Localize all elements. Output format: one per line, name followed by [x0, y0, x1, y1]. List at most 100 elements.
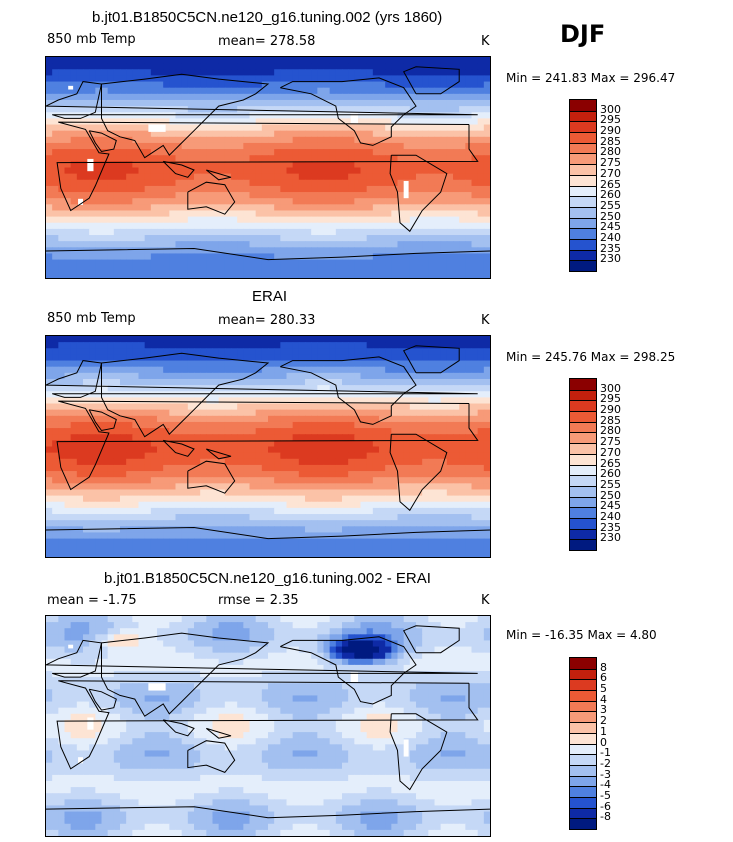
colorbar-swatch — [570, 443, 596, 454]
panel-2-colorbar — [569, 378, 597, 551]
colorbar-swatch — [570, 153, 596, 165]
colorbar-swatch — [570, 754, 596, 765]
panel-3-minmax: Min = -16.35 Max = 4.80 — [506, 628, 657, 642]
panel-2-title: ERAI — [252, 288, 288, 305]
colorbar-tick-label: 3 — [600, 703, 607, 717]
colorbar-swatch — [570, 400, 596, 412]
colorbar-tick-label: -5 — [600, 788, 611, 802]
colorbar-swatch — [570, 496, 596, 508]
colorbar-tick-label: 255 — [600, 477, 621, 491]
colorbar-swatch — [570, 164, 596, 175]
colorbar-tick-label: 245 — [600, 499, 621, 513]
colorbar-tick-label: -4 — [600, 778, 611, 792]
colorbar-swatch — [570, 507, 596, 518]
colorbar-tick-label: -8 — [600, 810, 611, 824]
colorbar-tick-label: -1 — [600, 746, 611, 760]
colorbar-tick-label: -2 — [600, 756, 611, 770]
colorbar-swatch — [570, 818, 596, 829]
colorbar-tick-label: 235 — [600, 241, 621, 255]
colorbar-swatch — [570, 453, 596, 465]
colorbar-swatch — [570, 142, 596, 154]
map-field — [46, 336, 490, 557]
panel-3-unit-label: K — [481, 593, 490, 608]
panel-2-minmax: Min = 245.76 Max = 298.25 — [506, 350, 676, 364]
panel-3-title: b.jt01.B1850C5CN.ne120_g16.tuning.002 - … — [104, 570, 431, 587]
colorbar-tick-label: -6 — [600, 799, 611, 813]
panel-1-map — [45, 56, 491, 279]
colorbar-tick-label: 245 — [600, 220, 621, 234]
colorbar-tick-label: 235 — [600, 520, 621, 534]
colorbar-swatch — [570, 539, 596, 550]
colorbar-tick-label: 0 — [600, 735, 607, 749]
colorbar-tick-label: 275 — [600, 156, 621, 170]
colorbar-tick-label: 265 — [600, 177, 621, 191]
panel-2-variable-label: 850 mb Temp — [47, 311, 136, 326]
colorbar-swatch — [570, 464, 596, 476]
season-label: DJF — [560, 20, 606, 48]
colorbar-swatch — [570, 485, 596, 497]
colorbar-tick-label: 285 — [600, 413, 621, 427]
panel-1-colorbar — [569, 99, 597, 272]
colorbar-swatch — [570, 743, 596, 755]
colorbar-swatch — [570, 421, 596, 433]
colorbar-tick-label: 5 — [600, 682, 607, 696]
colorbar-tick-label: 255 — [600, 198, 621, 212]
colorbar-tick-label: 265 — [600, 456, 621, 470]
colorbar-swatch — [570, 786, 596, 797]
colorbar-tick-label: 295 — [600, 392, 621, 406]
panel-3-colorbar — [569, 657, 597, 830]
panel-1-unit-label: K — [481, 34, 490, 49]
colorbar-swatch — [570, 206, 596, 218]
panel-2-mean-label: mean= 280.33 — [218, 313, 316, 328]
colorbar-swatch — [570, 389, 596, 401]
colorbar-swatch — [570, 807, 596, 819]
colorbar-tick-label: 240 — [600, 509, 621, 523]
colorbar-tick-label: 270 — [600, 166, 621, 180]
colorbar-swatch — [570, 528, 596, 540]
colorbar-swatch — [570, 775, 596, 787]
panel-3-mean-label: mean = -1.75 — [47, 593, 137, 608]
panel-1-title: b.jt01.B1850C5CN.ne120_g16.tuning.002 (y… — [92, 9, 443, 26]
colorbar-swatch — [570, 668, 596, 680]
colorbar-swatch — [570, 658, 596, 669]
panel-2-map — [45, 335, 491, 558]
colorbar-swatch — [570, 796, 596, 808]
colorbar-swatch — [570, 185, 596, 197]
colorbar-tick-label: 300 — [600, 381, 621, 395]
colorbar-swatch — [570, 475, 596, 486]
colorbar-swatch — [570, 110, 596, 122]
colorbar-tick-label: 285 — [600, 134, 621, 148]
colorbar-tick-label: 1 — [600, 724, 607, 738]
map-field — [46, 616, 490, 836]
panel-3-rmse-label: rmse = 2.35 — [218, 593, 299, 608]
colorbar-swatch — [570, 700, 596, 712]
colorbar-tick-label: 270 — [600, 445, 621, 459]
colorbar-swatch — [570, 121, 596, 133]
colorbar-tick-label: 8 — [600, 660, 607, 674]
panel-1-minmax: Min = 241.83 Max = 296.47 — [506, 71, 676, 85]
colorbar-swatch — [570, 217, 596, 229]
colorbar-tick-label: 4 — [600, 692, 607, 706]
colorbar-swatch — [570, 228, 596, 239]
colorbar-swatch — [570, 174, 596, 186]
colorbar-swatch — [570, 238, 596, 250]
colorbar-tick-label: 260 — [600, 467, 621, 481]
colorbar-swatch — [570, 517, 596, 529]
colorbar-tick-label: 230 — [600, 531, 621, 545]
panel-1-variable-label: 850 mb Temp — [47, 32, 136, 47]
colorbar-swatch — [570, 260, 596, 271]
colorbar-tick-label: 290 — [600, 403, 621, 417]
colorbar-tick-label: 2 — [600, 714, 607, 728]
colorbar-swatch — [570, 249, 596, 261]
colorbar-swatch — [570, 411, 596, 422]
colorbar-tick-label: 275 — [600, 435, 621, 449]
colorbar-swatch — [570, 132, 596, 143]
colorbar-swatch — [570, 432, 596, 444]
colorbar-swatch — [570, 764, 596, 776]
panel-3-map — [45, 615, 491, 837]
colorbar-swatch — [570, 379, 596, 390]
colorbar-tick-label: 240 — [600, 230, 621, 244]
colorbar-tick-label: -3 — [600, 767, 611, 781]
map-field — [46, 57, 490, 278]
colorbar-swatch — [570, 711, 596, 723]
